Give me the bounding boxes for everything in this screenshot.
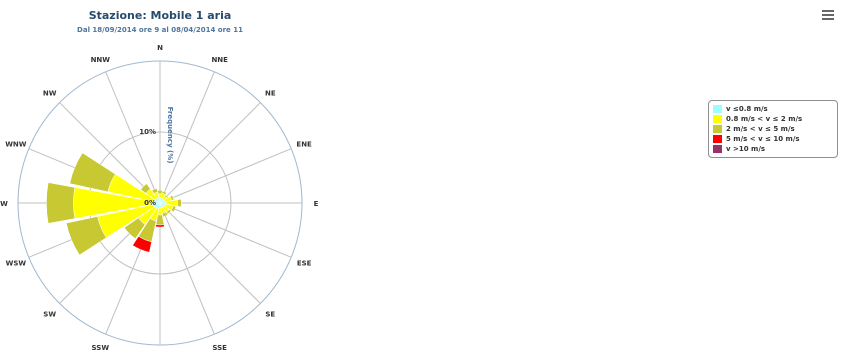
legend-item[interactable]: 2 m/s < v ≤ 5 m/s bbox=[713, 124, 833, 134]
wedge-ese-series-2 bbox=[170, 205, 177, 213]
direction-label-sse: SSE bbox=[212, 344, 227, 351]
wedge-e-series-2 bbox=[177, 198, 182, 208]
direction-label-nw: NW bbox=[43, 90, 57, 98]
legend-item[interactable]: v >10 m/s bbox=[713, 144, 833, 154]
chart-title: Stazione: Mobile 1 aria bbox=[88, 9, 232, 22]
wedge-n-series-2 bbox=[157, 189, 163, 195]
wedge-wnw-series-2 bbox=[69, 152, 116, 193]
wedge-ssw-series-3 bbox=[132, 236, 152, 253]
radial-axis-title: Frequency (%) bbox=[166, 107, 174, 164]
legend-swatch bbox=[713, 135, 722, 143]
direction-label-n: N bbox=[157, 44, 163, 52]
chart-subtitle: Dal 18/09/2014 ore 9 al 08/04/2014 ore 1… bbox=[77, 26, 243, 34]
direction-label-ene: ENE bbox=[296, 140, 312, 148]
direction-label-nnw: NNW bbox=[91, 56, 111, 64]
radial-tick-label: 10% bbox=[139, 128, 156, 136]
direction-label-nne: NNE bbox=[211, 56, 228, 64]
legend-item[interactable]: v ≤0.8 m/s bbox=[713, 104, 833, 114]
wedge-nnw-series-2 bbox=[151, 188, 158, 194]
wedge-ene-series-2 bbox=[169, 194, 175, 201]
direction-label-wsw: WSW bbox=[6, 260, 27, 268]
hamburger-menu-icon[interactable] bbox=[822, 10, 834, 20]
wind-rose-chart: NNNENEENEEESESESSESSSWSWWSWWWNWNWNNW0%10… bbox=[0, 44, 319, 351]
direction-label-sw: SW bbox=[43, 310, 56, 318]
legend-label: 2 m/s < v ≤ 5 m/s bbox=[726, 125, 795, 133]
wedge-ne-series-2 bbox=[164, 194, 169, 199]
wedge-nw-series-2 bbox=[140, 183, 151, 194]
direction-label-ne: NE bbox=[265, 90, 276, 98]
grid-spoke bbox=[159, 148, 292, 204]
wedge-nne-series-2 bbox=[161, 190, 167, 195]
direction-label-ssw: SSW bbox=[92, 344, 110, 351]
grid-spoke bbox=[159, 202, 261, 304]
legend-label: v >10 m/s bbox=[726, 145, 766, 153]
wedge-se-series-2 bbox=[166, 209, 172, 215]
wedge-w-series-2 bbox=[46, 182, 76, 224]
radial-tick-label: 0% bbox=[144, 199, 156, 207]
legend-swatch bbox=[713, 105, 722, 113]
grid-spoke bbox=[159, 202, 292, 258]
wedge-s-series-3 bbox=[155, 224, 165, 228]
legend-swatch bbox=[713, 145, 722, 153]
wedge-wsw-series-2 bbox=[65, 216, 107, 256]
grid-spoke bbox=[105, 71, 161, 204]
wedge-sse-series-2 bbox=[161, 211, 169, 218]
legend-item[interactable]: 0.8 m/s < v ≤ 2 m/s bbox=[713, 114, 833, 124]
direction-label-e: E bbox=[314, 200, 319, 208]
wedge-sw-series-2 bbox=[124, 217, 146, 239]
legend-item[interactable]: 5 m/s < v ≤ 10 m/s bbox=[713, 134, 833, 144]
legend-swatch bbox=[713, 125, 722, 133]
direction-label-se: SE bbox=[265, 310, 275, 318]
legend: v ≤0.8 m/s 0.8 m/s < v ≤ 2 m/s 2 m/s < v ≤… bbox=[708, 100, 838, 158]
legend-label: 5 m/s < v ≤ 10 m/s bbox=[726, 135, 800, 143]
direction-label-w: W bbox=[0, 200, 8, 208]
grid-spoke bbox=[159, 202, 215, 335]
grid-spoke bbox=[159, 102, 261, 204]
legend-swatch bbox=[713, 115, 722, 123]
grid-spoke bbox=[159, 71, 215, 204]
direction-label-wnw: WNW bbox=[5, 140, 27, 148]
legend-label: 0.8 m/s < v ≤ 2 m/s bbox=[726, 115, 803, 123]
legend-label: v ≤0.8 m/s bbox=[726, 105, 768, 113]
direction-label-ese: ESE bbox=[297, 260, 312, 268]
